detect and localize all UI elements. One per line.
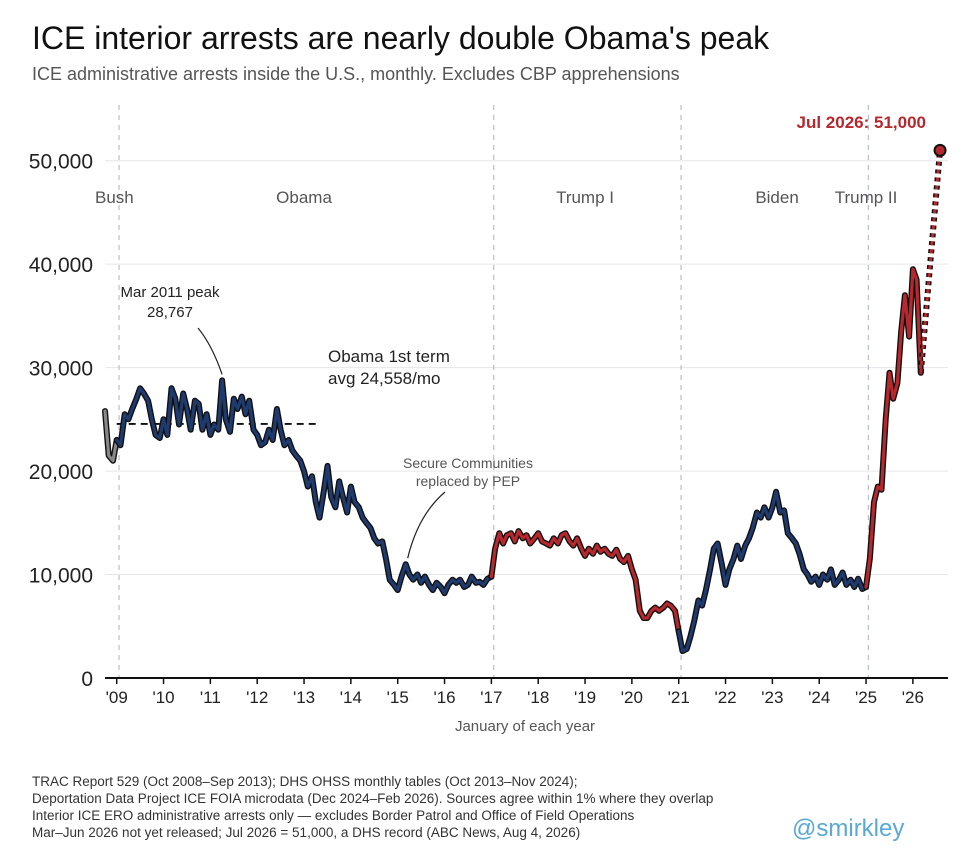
x-tick-label: '23 xyxy=(761,688,783,707)
annotation-peak-line1: Mar 2011 peak xyxy=(121,284,220,301)
annotation-jul-2026: Jul 2026: 51,000 xyxy=(797,113,926,132)
era-labels: Bush Obama Trump I Biden Trump II xyxy=(95,188,897,207)
era-label: Trump II xyxy=(835,188,898,207)
annotation-pep-leader xyxy=(407,491,446,559)
arrests-line-chart: Bush Obama Trump I Biden Trump II 0 10,000 20,… xyxy=(29,105,948,735)
x-tick-label: '13 xyxy=(293,688,315,707)
series-line-biden xyxy=(677,490,868,653)
era-label: Bush xyxy=(95,188,134,207)
x-tick-label: '22 xyxy=(714,688,736,707)
series-line-trump-ii xyxy=(864,267,923,589)
annotation-pep-line1: Secure Communities xyxy=(403,455,533,471)
x-tick-label: '26 xyxy=(902,688,924,707)
x-tick-label: '20 xyxy=(621,688,643,707)
source-note-line: Interior ICE ERO administrative arrests … xyxy=(32,808,635,823)
x-tick-label: '10 xyxy=(152,688,174,707)
x-tick-label: '25 xyxy=(855,688,877,707)
annotation-obama-avg-line2: avg 24,558/mo xyxy=(328,369,440,388)
x-axis-label: January of each year xyxy=(455,718,595,735)
annotation-peak-leader xyxy=(197,327,223,375)
y-tick-label: 30,000 xyxy=(29,358,93,381)
x-tick-label: '14 xyxy=(340,688,362,707)
series-line-outline xyxy=(863,266,924,590)
x-tick-label: '19 xyxy=(574,688,596,707)
author-credit[interactable]: @smirkley xyxy=(792,815,905,842)
x-tick-label: '09 xyxy=(106,688,128,707)
chart-title: ICE interior arrests are nearly double O… xyxy=(32,20,770,56)
annotation-peak-line2: 28,767 xyxy=(147,304,193,321)
era-label: Trump I xyxy=(556,188,614,207)
series-line-bush xyxy=(103,409,119,463)
y-tick-label: 50,000 xyxy=(29,151,93,174)
x-tick-label: '15 xyxy=(387,688,409,707)
era-label: Biden xyxy=(755,188,798,207)
x-tick-label: '24 xyxy=(808,688,830,707)
chart-subtitle: ICE administrative arrests inside the U.… xyxy=(32,64,680,84)
series-lines xyxy=(102,150,943,655)
series-line-trump-i xyxy=(489,529,681,633)
y-tick-label: 20,000 xyxy=(29,461,93,484)
source-note-line: Deportation Data Project ICE FOIA microd… xyxy=(32,791,714,806)
y-tick-label: 10,000 xyxy=(29,565,93,588)
y-axis-ticks: 0 10,000 20,000 30,000 40,000 50,000 xyxy=(29,151,93,691)
endpoint-marker-jul-2026 xyxy=(933,143,947,157)
annotation-pep: Secure Communities replaced by PEP xyxy=(403,455,533,559)
series-line-outline xyxy=(675,488,869,655)
y-tick-label: 40,000 xyxy=(29,254,93,277)
annotation-pep-line2: replaced by PEP xyxy=(416,473,520,489)
x-tick-label: '18 xyxy=(527,688,549,707)
source-note-line: Mar–Jun 2026 not yet released; Jul 2026 … xyxy=(32,825,581,840)
projection-line xyxy=(919,150,942,373)
era-label: Obama xyxy=(276,188,332,207)
source-note-line: TRAC Report 529 (Oct 2008–Sep 2013); DHS… xyxy=(32,774,578,789)
x-tick-label: '16 xyxy=(433,688,455,707)
x-tick-label: '17 xyxy=(480,688,502,707)
source-notes: TRAC Report 529 (Oct 2008–Sep 2013); DHS… xyxy=(32,773,713,841)
series-line-outline xyxy=(488,528,682,635)
annotation-obama-avg-line1: Obama 1st term xyxy=(328,347,450,366)
y-tick-label: 0 xyxy=(81,668,93,691)
grid-lines xyxy=(105,160,948,576)
x-tick-label: '12 xyxy=(246,688,268,707)
series-line-obama xyxy=(115,378,493,595)
annotation-obama-avg: Obama 1st term avg 24,558/mo xyxy=(328,347,450,388)
x-tick-label: '21 xyxy=(668,688,690,707)
annotation-peak: Mar 2011 peak 28,767 xyxy=(121,284,223,375)
x-axis-ticks: '09 '10 '11 '12 '13 '14 '15 '16 '17 '18 '19 '20 '21 '… xyxy=(106,678,924,707)
x-tick-label: '11 xyxy=(200,688,221,707)
